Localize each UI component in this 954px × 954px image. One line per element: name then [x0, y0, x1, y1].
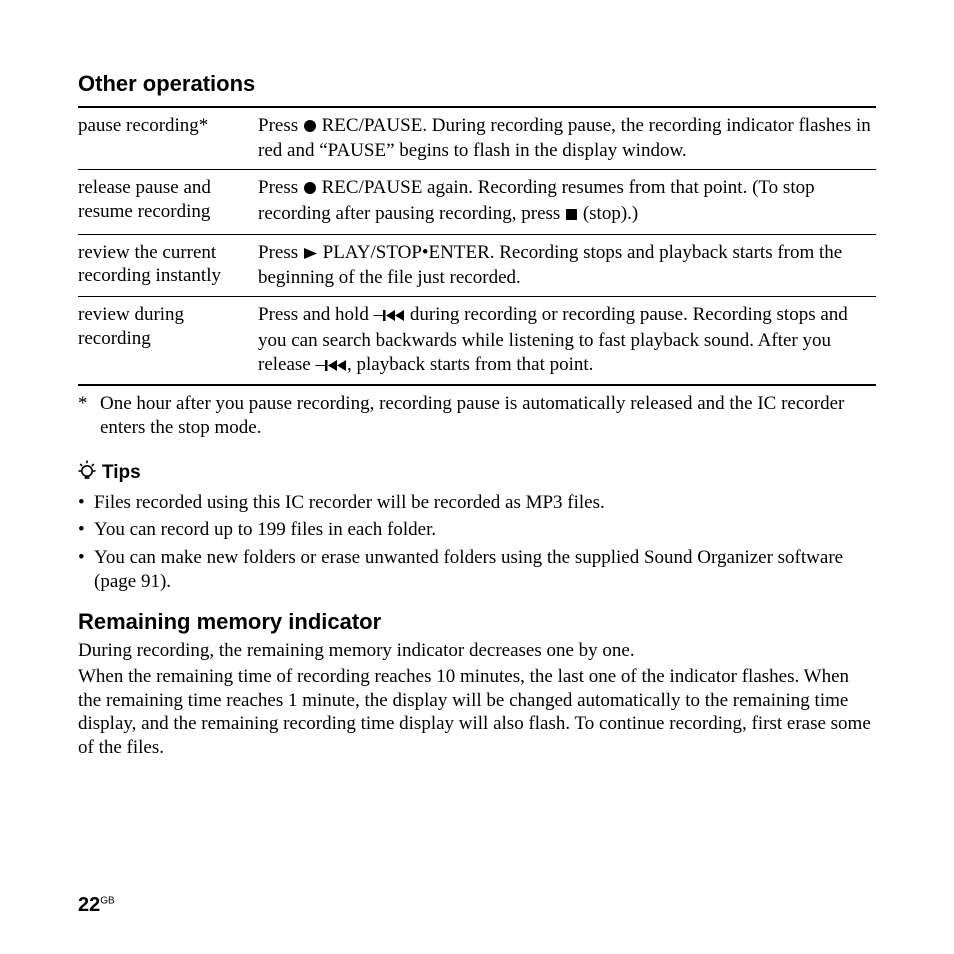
- lightbulb-icon: [78, 460, 96, 487]
- page-region: GB: [100, 896, 114, 907]
- list-item: You can make new folders or erase unwant…: [78, 546, 876, 594]
- operation-description: Press REC/PAUSE. During recording pause,…: [258, 107, 876, 170]
- section-heading: Other operations: [78, 70, 876, 98]
- operation-description: Press PLAY/STOP•ENTER. Recording stops a…: [258, 234, 876, 297]
- operation-label: release pause and resume recording: [78, 170, 258, 235]
- operation-label: review during recording: [78, 297, 258, 386]
- footnote-marker: *: [78, 392, 100, 440]
- play-icon: [303, 243, 318, 267]
- operation-label: review the current recording instantly: [78, 234, 258, 297]
- footnote: * One hour after you pause recording, re…: [78, 392, 876, 440]
- subsection-heading: Remaining memory indicator: [78, 608, 876, 636]
- operations-table: pause recording*Press REC/PAUSE. During …: [78, 106, 876, 387]
- body-paragraph: When the remaining time of recording rea…: [78, 665, 876, 760]
- record-icon: [303, 178, 317, 202]
- operation-description: Press REC/PAUSE again. Recording resumes…: [258, 170, 876, 235]
- table-row: review during recordingPress and hold – …: [78, 297, 876, 386]
- prev-icon: [383, 305, 405, 329]
- table-row: release pause and resume recordingPress …: [78, 170, 876, 235]
- tips-heading: Tips: [78, 460, 876, 487]
- page-number: 22: [78, 894, 100, 916]
- table-row: pause recording*Press REC/PAUSE. During …: [78, 107, 876, 170]
- operation-label: pause recording*: [78, 107, 258, 170]
- record-icon: [303, 116, 317, 140]
- body-paragraph: During recording, the remaining memory i…: [78, 639, 876, 663]
- stop-icon: [565, 204, 578, 228]
- tips-label: Tips: [102, 461, 141, 485]
- page-footer: 22GB: [78, 893, 115, 918]
- list-item: You can record up to 199 files in each f…: [78, 518, 876, 542]
- list-item: Files recorded using this IC recorder wi…: [78, 491, 876, 515]
- operation-description: Press and hold – during recording or rec…: [258, 297, 876, 386]
- table-row: review the current recording instantlyPr…: [78, 234, 876, 297]
- tips-list: Files recorded using this IC recorder wi…: [78, 491, 876, 594]
- prev-icon: [325, 355, 347, 379]
- footnote-text: One hour after you pause recording, reco…: [100, 392, 876, 440]
